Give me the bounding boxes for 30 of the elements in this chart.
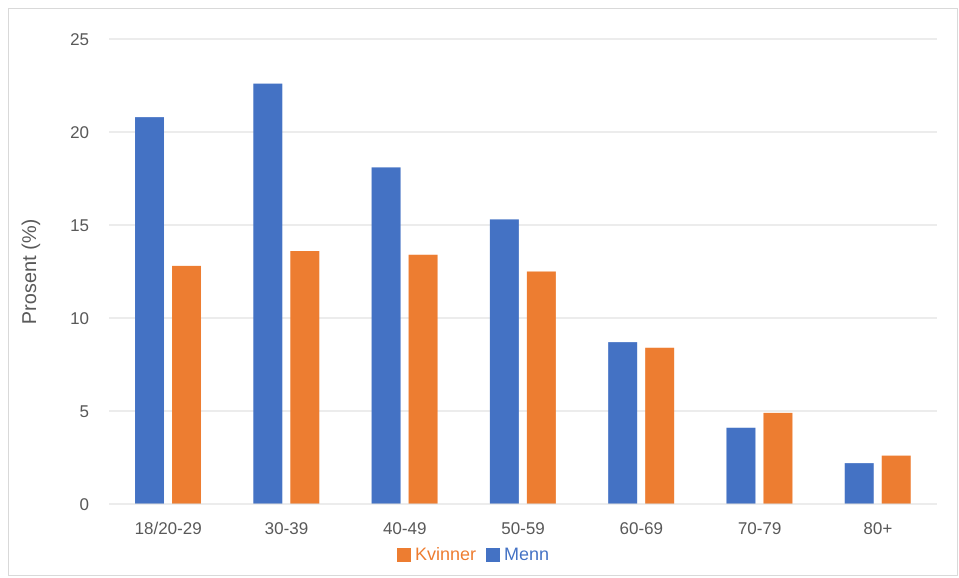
y-tick-label: 20 xyxy=(70,123,89,142)
bar xyxy=(490,219,519,504)
bar xyxy=(608,342,638,504)
bar xyxy=(135,117,164,504)
x-tick-label: 18/20-29 xyxy=(134,519,202,538)
bar xyxy=(253,84,282,504)
bar xyxy=(372,167,401,504)
x-tick-label: 50-59 xyxy=(501,519,545,538)
bar xyxy=(726,428,756,504)
x-tick-label: 40-49 xyxy=(382,519,426,538)
bar xyxy=(882,456,911,504)
y-tick-label: 5 xyxy=(80,402,89,422)
y-axis-title: Prosent (%) xyxy=(19,218,42,324)
y-tick-label: 0 xyxy=(80,495,89,514)
x-tick-label: 60-69 xyxy=(620,519,664,538)
x-tick-label: 70-79 xyxy=(738,519,782,538)
legend-label: Kvinner xyxy=(414,544,476,564)
bar xyxy=(172,266,202,504)
bar xyxy=(763,412,792,504)
bar xyxy=(645,348,674,504)
bar xyxy=(526,272,556,504)
y-tick-label: 10 xyxy=(70,309,89,328)
bar xyxy=(290,251,320,504)
bar xyxy=(844,463,874,504)
bar xyxy=(408,254,438,504)
x-tick-label: 30-39 xyxy=(264,519,308,538)
y-tick-label: 15 xyxy=(70,216,89,236)
legend-label: Menn xyxy=(504,544,550,564)
y-tick-label: 25 xyxy=(70,30,89,50)
x-tick-label: 80+ xyxy=(863,519,892,538)
